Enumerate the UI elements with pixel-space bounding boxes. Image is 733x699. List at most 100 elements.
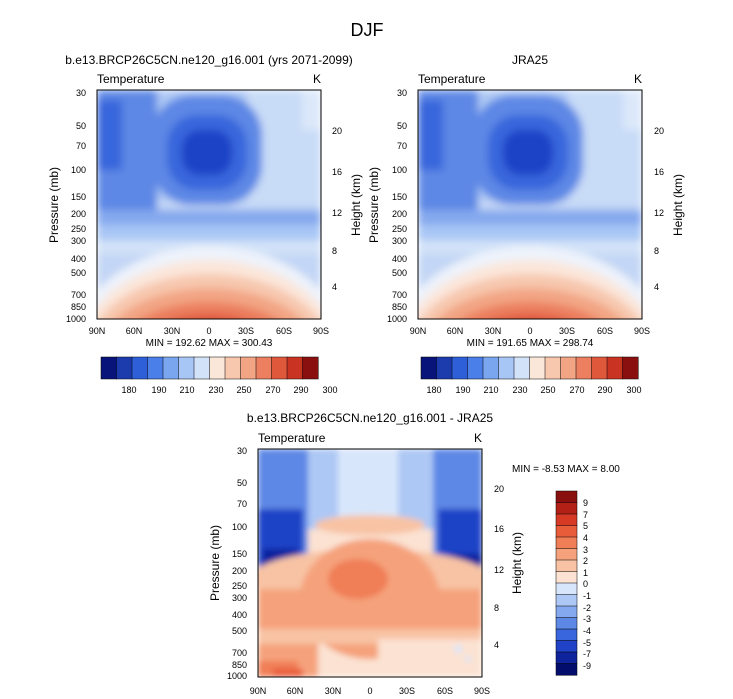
y-tick-label: 700 xyxy=(71,290,86,300)
colorbar-swatch xyxy=(555,617,578,630)
y-tick-label: 200 xyxy=(71,209,86,219)
colorbar-label: 210 xyxy=(483,385,498,395)
y-tick-label: 200 xyxy=(232,566,247,576)
x-tick-label: 90N xyxy=(89,326,106,336)
colorbar-label: 230 xyxy=(512,385,527,395)
y-tick-label: 300 xyxy=(392,236,407,246)
colorbar-label: 290 xyxy=(293,385,308,395)
colorbar-swatch xyxy=(560,356,577,380)
colorbar-swatch xyxy=(555,525,578,538)
y-tick-label: 500 xyxy=(232,626,247,636)
x-tick-label: 60S xyxy=(276,326,292,336)
x-tick-label: 90S xyxy=(634,326,650,336)
colorbar-swatch xyxy=(555,536,578,550)
colorbar-label: 190 xyxy=(455,385,470,395)
y-tick-label: 100 xyxy=(392,165,407,175)
colorbar-swatch xyxy=(555,559,578,573)
colorbar-swatch xyxy=(482,356,500,380)
panel3-height-ticks: 20 16 12 8 4 xyxy=(494,484,504,650)
y-tick-label: 1000 xyxy=(387,314,407,324)
x-tick-label: 0 xyxy=(367,686,372,696)
y-tick-label: 50 xyxy=(76,121,86,131)
panel3-units-label: K xyxy=(474,431,482,445)
colorbar-swatch xyxy=(286,356,304,380)
panel2-left-label: Temperature xyxy=(418,72,486,86)
colorbar-label: 270 xyxy=(265,385,280,395)
panel1-plot-frame xyxy=(96,89,322,320)
colorbar-swatch xyxy=(591,356,608,380)
panel1-units-label: K xyxy=(313,72,321,86)
panel2-height-axis-label: Height (km) xyxy=(671,174,685,236)
colorbar-swatch xyxy=(555,594,578,607)
colorbar-swatch xyxy=(622,356,639,380)
colorbar-swatch xyxy=(555,502,578,515)
colorbar-swatch xyxy=(555,640,578,653)
colorbar-swatch xyxy=(131,356,149,380)
colorbar-swatch xyxy=(555,582,578,596)
x-tick-label: 30S xyxy=(399,686,415,696)
panel3-x-ticks: 90N 60N 30N 0 30S 60S 90S xyxy=(250,686,490,696)
panel1-min-max: MIN = 192.62 MAX = 300.43 xyxy=(146,338,273,349)
y-tick-label: 70 xyxy=(76,141,86,151)
figure-title: DJF xyxy=(351,20,384,40)
panel3-y-axis-label: Pressure (mb) xyxy=(208,525,222,601)
y-tick-label: 30 xyxy=(237,446,247,456)
y-tick-label: 150 xyxy=(392,192,407,202)
y-tick-label: 200 xyxy=(392,209,407,219)
colorbar-swatch xyxy=(162,356,180,380)
colorbar-label: 290 xyxy=(597,385,612,395)
y-tick-label: 500 xyxy=(71,268,86,278)
panel2-colorbar xyxy=(420,356,639,380)
colorbar-swatch xyxy=(498,356,515,380)
colorbar-swatch xyxy=(606,356,624,380)
colorbar-label: 4 xyxy=(583,533,588,543)
colorbar-swatch xyxy=(555,490,578,504)
colorbar-label: -2 xyxy=(583,603,591,613)
height-tick-label: 20 xyxy=(332,126,342,136)
panel3-title: b.e13.BRCP26C5CN.ne120_g16.001 - JRA25 xyxy=(247,411,493,425)
x-tick-label: 60S xyxy=(597,326,613,336)
height-tick-label: 8 xyxy=(332,246,337,256)
height-tick-label: 16 xyxy=(654,167,664,177)
colorbar-label: 180 xyxy=(121,385,136,395)
y-tick-label: 500 xyxy=(392,268,407,278)
y-tick-label: 1000 xyxy=(227,671,247,681)
panel2-height-ticks: 20 16 12 8 4 xyxy=(654,126,664,292)
panel2-title: JRA25 xyxy=(512,53,548,67)
y-tick-label: 30 xyxy=(76,88,86,98)
colorbar-swatch xyxy=(555,548,578,561)
colorbar-label: 210 xyxy=(179,385,194,395)
colorbar-label: 9 xyxy=(583,498,588,508)
colorbar-label: 230 xyxy=(208,385,223,395)
panel3-plot-frame xyxy=(257,448,483,678)
x-tick-label: 90N xyxy=(250,686,267,696)
panel1-height-ticks: 20 16 12 8 4 xyxy=(332,126,342,292)
colorbar-swatch xyxy=(555,663,578,676)
y-tick-label: 250 xyxy=(71,224,86,234)
colorbar-label: 300 xyxy=(626,385,641,395)
x-tick-label: 60N xyxy=(287,686,304,696)
x-tick-label: 30N xyxy=(485,326,502,336)
colorbar-swatch xyxy=(529,356,546,380)
x-tick-label: 90S xyxy=(313,326,329,336)
colorbar-label: 300 xyxy=(322,385,337,395)
y-tick-label: 150 xyxy=(232,549,247,559)
colorbar-swatch xyxy=(555,571,578,584)
colorbar-label: -4 xyxy=(583,626,591,636)
panel1-y-axis-label: Pressure (mb) xyxy=(47,167,61,243)
y-tick-label: 850 xyxy=(71,302,86,312)
colorbar-label: 3 xyxy=(583,545,588,555)
y-tick-label: 850 xyxy=(232,660,247,670)
x-tick-label: 30N xyxy=(325,686,342,696)
colorbar-swatch xyxy=(147,356,164,380)
panel3-left-label: Temperature xyxy=(258,431,326,445)
colorbar-swatch xyxy=(193,356,211,380)
y-tick-label: 150 xyxy=(71,192,86,202)
x-tick-label: 90S xyxy=(474,686,490,696)
panel3-min-max: MIN = -8.53 MAX = 8.00 xyxy=(512,464,620,475)
colorbar-label: 190 xyxy=(151,385,166,395)
panel3-colorbar-labels: 9 7 5 4 3 2 1 0 -1 -2 -3 -4 -5 -7 -9 xyxy=(583,498,591,671)
panel3-height-axis-label: Height (km) xyxy=(510,532,524,594)
colorbar-label: 250 xyxy=(540,385,555,395)
panel2-y-axis-label: Pressure (mb) xyxy=(367,167,381,243)
